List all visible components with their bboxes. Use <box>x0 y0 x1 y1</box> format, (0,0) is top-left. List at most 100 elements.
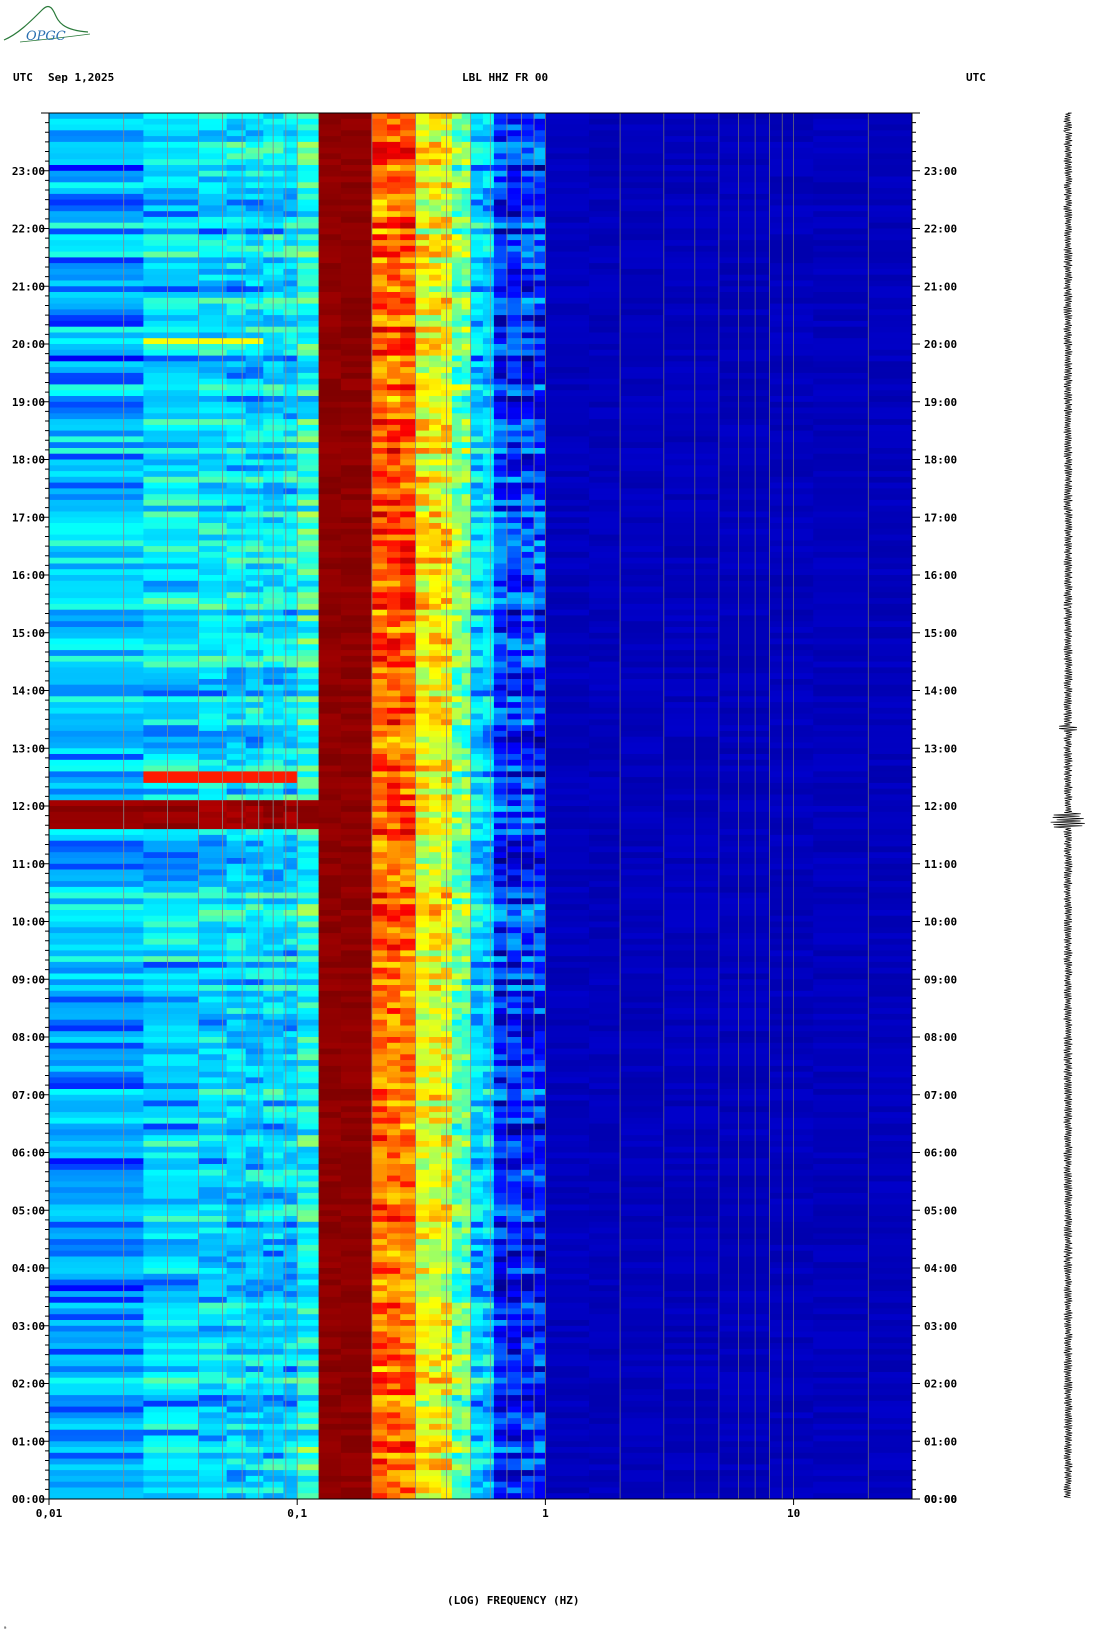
heatmap-cell <box>297 153 320 160</box>
heatmap-cell <box>534 575 546 582</box>
heatmap-cell <box>521 332 535 339</box>
heatmap-cell <box>245 297 264 304</box>
heatmap-cell <box>263 482 284 489</box>
heatmap-cell <box>545 476 590 483</box>
heatmap-cell <box>387 118 401 125</box>
heatmap-cell <box>589 684 621 691</box>
heatmap-cell <box>198 390 228 397</box>
heatmap-cell <box>371 199 388 206</box>
heatmap-cell <box>263 852 284 859</box>
heatmap-cell <box>718 494 771 501</box>
heatmap-cell <box>371 834 388 842</box>
heatmap-cell <box>868 875 912 882</box>
heatmap-cell <box>226 424 247 432</box>
heatmap-cell <box>400 141 417 149</box>
heatmap-cell <box>387 679 401 686</box>
heatmap-cell <box>371 176 388 183</box>
heatmap-cell <box>718 956 771 963</box>
heatmap-cell <box>429 852 442 859</box>
heatmap-cell <box>318 627 342 634</box>
heatmap-cell <box>521 973 535 980</box>
heatmap-cell <box>813 846 869 853</box>
heatmap-cell <box>470 794 484 801</box>
heatmap-cell <box>429 794 442 801</box>
heatmap-cell <box>297 118 320 125</box>
heatmap-cell <box>769 736 814 743</box>
heatmap-cell <box>387 794 401 801</box>
heatmap-cell <box>589 153 621 160</box>
heatmap-cell <box>718 488 771 495</box>
heatmap-cell <box>589 730 621 738</box>
heatmap-cell <box>461 453 472 460</box>
heatmap-cell <box>589 702 621 709</box>
heatmap-cell <box>534 863 546 870</box>
heatmap-cell <box>589 834 621 842</box>
heatmap-cell <box>429 627 442 634</box>
heatmap-cell <box>470 725 484 732</box>
heatmap-cell <box>470 488 484 495</box>
heatmap-cell <box>318 424 342 432</box>
heatmap-cell <box>620 644 665 651</box>
heatmap-cell <box>283 563 298 570</box>
heatmap-cell <box>283 517 298 524</box>
heatmap-cell <box>283 326 298 333</box>
heatmap-cell <box>534 234 546 241</box>
heatmap-cell <box>283 297 298 304</box>
heatmap-cell <box>429 338 442 345</box>
heatmap-cell <box>769 165 814 172</box>
heatmap-cell <box>318 159 342 166</box>
heatmap-cell <box>482 320 495 328</box>
heatmap-cell <box>451 551 463 559</box>
heatmap-cell <box>283 973 298 980</box>
heatmap-cell <box>521 396 535 403</box>
heatmap-cell <box>297 292 320 299</box>
heatmap-cell <box>415 719 430 726</box>
heatmap-cell <box>589 603 621 611</box>
heatmap-cell <box>49 979 144 986</box>
heatmap-cell <box>534 199 546 206</box>
heatmap-cell <box>521 782 535 790</box>
heatmap-cell <box>813 892 869 899</box>
heatmap-cell <box>226 118 247 125</box>
heatmap-cell <box>620 471 665 478</box>
heatmap-cell <box>226 967 247 974</box>
heatmap-cell <box>415 927 430 934</box>
heatmap-cell <box>143 257 199 264</box>
heatmap-cell <box>387 973 401 980</box>
heatmap-cell <box>769 332 814 339</box>
heatmap-cell <box>198 575 228 582</box>
heatmap-cell <box>143 505 199 512</box>
heatmap-cell <box>534 297 546 304</box>
heatmap-cell <box>620 136 665 143</box>
heatmap-cell <box>415 546 430 553</box>
heatmap-cell <box>451 528 463 535</box>
heatmap-cell <box>297 257 320 264</box>
heatmap-cell <box>534 494 546 501</box>
heatmap-cell <box>340 263 373 270</box>
heatmap-cell <box>663 534 720 541</box>
heatmap-cell <box>226 188 247 195</box>
heatmap-cell <box>263 297 284 304</box>
heatmap-cell <box>283 136 298 143</box>
heatmap-cell <box>506 765 522 772</box>
heatmap-cell <box>493 615 508 622</box>
heatmap-cell <box>198 448 228 455</box>
heatmap-cell <box>198 372 228 380</box>
heatmap-cell <box>620 372 665 380</box>
heatmap-cell <box>387 338 401 345</box>
heatmap-cell <box>297 413 320 420</box>
heatmap-cell <box>589 927 621 934</box>
heatmap-cell <box>813 713 869 720</box>
heatmap-cell <box>534 280 546 287</box>
heatmap-cell <box>387 419 401 426</box>
heatmap-cell <box>493 956 508 963</box>
heatmap-cell <box>769 499 814 507</box>
heatmap-cell <box>143 378 199 385</box>
heatmap-cell <box>470 361 484 368</box>
heatmap-cell <box>263 621 284 628</box>
heatmap-cell <box>470 644 484 651</box>
heatmap-cell <box>534 263 546 270</box>
heatmap-cell <box>263 430 284 437</box>
heatmap-cell <box>429 153 442 160</box>
heatmap-cell <box>470 927 484 934</box>
